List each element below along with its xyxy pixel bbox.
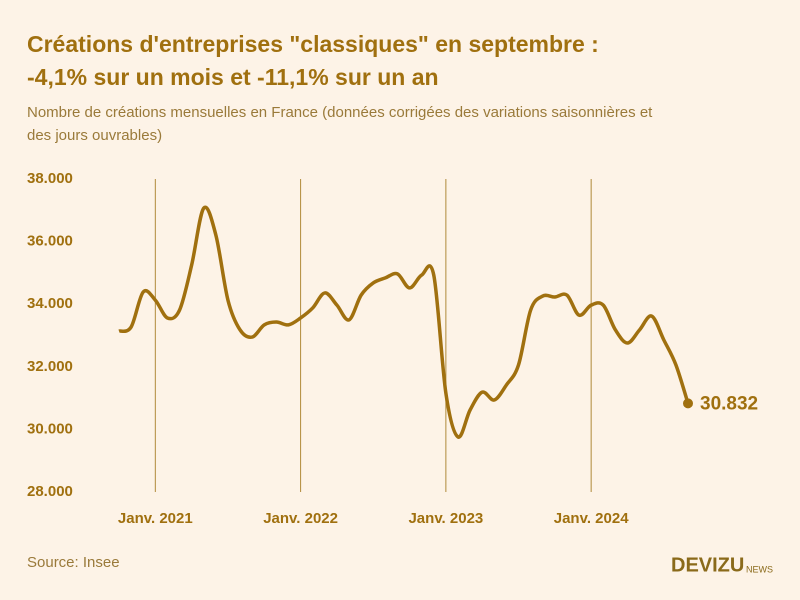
y-tick-label: 38.000 [27, 170, 73, 187]
source: Source: Insee [27, 554, 120, 571]
subtitle: Nombre de créations mensuelles en France… [27, 104, 653, 121]
logo: DEVIZU [671, 554, 744, 576]
value-label: 30.832 [700, 393, 758, 414]
x-tick-label: Janv. 2021 [118, 510, 193, 527]
x-tick-label: Janv. 2024 [554, 510, 629, 527]
y-tick-label: 34.000 [27, 295, 73, 312]
y-tick-label: 32.000 [27, 358, 73, 375]
y-tick-label: 36.000 [27, 233, 73, 250]
x-tick-label: Janv. 2022 [263, 510, 338, 527]
chart-title: -4,1% sur un mois et -11,1% sur un an [27, 64, 439, 90]
y-tick-label: 28.000 [27, 483, 73, 500]
logo-suffix: NEWS [746, 564, 773, 574]
y-tick-label: 30.000 [27, 420, 73, 437]
data-line [118, 205, 690, 439]
x-tick-label: Janv. 2023 [408, 510, 483, 527]
chart-title: Créations d'entreprises "classiques" en … [27, 31, 599, 57]
end-marker [683, 398, 693, 409]
subtitle: des jours ouvrables) [27, 127, 162, 144]
